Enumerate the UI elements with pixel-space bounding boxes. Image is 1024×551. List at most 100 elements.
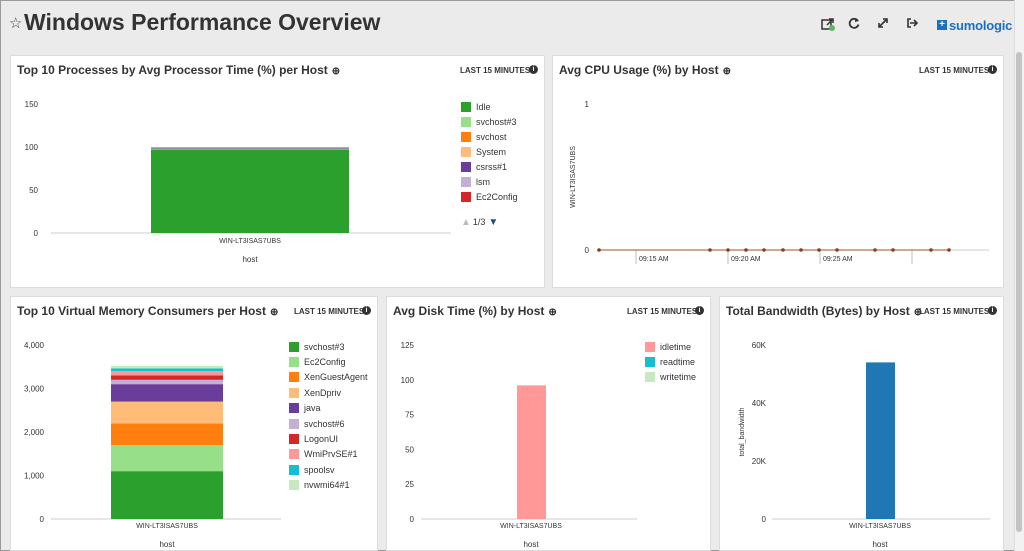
time-range[interactable]: LAST 15 MINUTES: [627, 307, 698, 316]
y-tick-label: 3,000: [24, 385, 45, 394]
legend-item[interactable]: svchost#3: [461, 114, 518, 129]
fullscreen-icon[interactable]: [875, 17, 891, 33]
x-axis-label: host: [872, 540, 888, 549]
legend-item[interactable]: VSSVC: [461, 204, 518, 207]
legend-item[interactable]: idletime: [645, 339, 696, 354]
legend-item[interactable]: nvwmi64#1: [289, 478, 368, 493]
legend-swatch: [461, 116, 471, 127]
y-tick-label: 100: [25, 143, 39, 152]
share-icon[interactable]: [820, 17, 836, 33]
y-tick-label: 50: [29, 186, 38, 195]
legend-item[interactable]: csrss#1: [461, 159, 518, 174]
data-point: [597, 248, 601, 252]
y-axis-label: total_bandwidth: [739, 407, 746, 456]
x-tick-label: WIN-LT3ISAS7UBS: [136, 523, 198, 530]
legend-item[interactable]: svchost#3: [289, 339, 368, 354]
info-icon[interactable]: i: [695, 306, 704, 315]
pager-prev-icon[interactable]: ▲: [461, 216, 471, 228]
zoom-icon[interactable]: ⊕: [722, 66, 731, 77]
info-icon[interactable]: i: [988, 306, 997, 315]
legend-label: java: [304, 403, 321, 414]
legend-item[interactable]: lsm: [461, 174, 518, 189]
legend-swatch: [289, 357, 299, 368]
data-point: [762, 248, 766, 252]
sumologic-logo[interactable]: + sumologic: [937, 17, 1012, 33]
panel-title: Avg Disk Time (%) by Host ⊕: [393, 304, 557, 318]
time-range[interactable]: LAST 15 MINUTES: [460, 66, 531, 75]
y-tick-label: 1: [585, 100, 590, 109]
virtual-memory-panel: Top 10 Virtual Memory Consumers per Host…: [10, 296, 378, 551]
y-tick-label: 0: [34, 229, 39, 238]
zoom-icon[interactable]: ⊕: [269, 307, 279, 318]
legend-item[interactable]: writetime: [645, 369, 696, 384]
legend-item[interactable]: XenDpriv: [289, 385, 368, 400]
legend-label: Idle: [476, 101, 491, 112]
legend-label: Ec2Config: [304, 357, 346, 368]
legend-item[interactable]: spoolsv: [289, 462, 368, 477]
legend-swatch: [289, 434, 299, 445]
legend-item[interactable]: readtime: [645, 354, 696, 369]
legend-item[interactable]: WmiPrvSE#1: [289, 447, 368, 462]
data-point: [744, 248, 748, 252]
bar-segment: [151, 147, 349, 149]
legend-swatch: [289, 387, 299, 398]
bar-segment: [151, 147, 349, 148]
legend-item[interactable]: System: [461, 144, 518, 159]
bar-segment: [151, 149, 349, 150]
x-axis-label: host: [523, 540, 539, 549]
legend-swatch: [289, 418, 299, 429]
time-range[interactable]: LAST 15 MINUTES: [294, 307, 365, 316]
legend-swatch: [461, 131, 471, 142]
legend-swatch: [645, 356, 655, 367]
legend-swatch: [461, 206, 471, 207]
legend-item[interactable]: java: [289, 401, 368, 416]
refresh-icon[interactable]: [846, 17, 862, 33]
legend-label: VSSVC: [476, 207, 507, 208]
panel-title-text: Top 10 Virtual Memory Consumers per Host: [17, 304, 266, 318]
panel-title-text: Avg Disk Time (%) by Host: [393, 304, 545, 318]
cpu-chart: 0 1 WIN-LT3ISAS7UBS 09:15 AM 09:20 AM 09:25 A…: [570, 100, 989, 264]
panel-title: Total Bandwidth (Bytes) by Host ⊕: [726, 304, 922, 318]
legend-label: svchost: [476, 131, 507, 142]
legend-item[interactable]: XenGuestAgent: [289, 370, 368, 385]
zoom-icon[interactable]: ⊕: [331, 66, 341, 77]
y-tick-label: 20K: [752, 457, 767, 466]
panel-title-text: Total Bandwidth (Bytes) by Host: [726, 304, 910, 318]
legend-item[interactable]: LogonUI: [289, 431, 368, 446]
star-icon[interactable]: ☆: [9, 15, 23, 32]
bar-segment: [111, 365, 223, 369]
info-icon[interactable]: i: [362, 306, 371, 315]
y-tick-label: 0: [762, 515, 767, 524]
pager-next-icon[interactable]: ▼: [488, 216, 499, 228]
legend-swatch: [289, 341, 299, 352]
legend-item[interactable]: Idle: [461, 99, 518, 114]
x-axis-label: host: [159, 540, 175, 549]
exit-icon[interactable]: [904, 17, 920, 33]
y-tick-label: 100: [401, 376, 415, 385]
legend-item[interactable]: svchost: [461, 129, 518, 144]
legend-swatch: [461, 146, 471, 157]
info-icon[interactable]: i: [529, 65, 538, 74]
legend-swatch: [289, 372, 299, 383]
zoom-icon[interactable]: ⊕: [548, 307, 557, 318]
bar-segment: [111, 375, 223, 380]
legend-swatch: [645, 371, 655, 382]
bar: [866, 362, 895, 519]
zoom-icon[interactable]: ⊕: [913, 307, 923, 318]
legend-swatch: [289, 403, 299, 414]
y-tick-label: 0: [40, 515, 45, 524]
y-tick-label: 25: [405, 480, 414, 489]
legend-item[interactable]: Ec2Config: [289, 354, 368, 369]
panel-title: Top 10 Processes by Avg Processor Time (…: [17, 63, 340, 77]
disk-legend: idletime readtime writetime: [645, 339, 696, 384]
legend-item[interactable]: Ec2Config: [461, 189, 518, 204]
scrollbar-thumb[interactable]: [1016, 52, 1022, 532]
bar-segment: [111, 471, 223, 519]
legend-swatch: [645, 341, 655, 352]
time-range[interactable]: LAST 15 MINUTES: [919, 66, 990, 75]
legend-item[interactable]: svchost#6: [289, 416, 368, 431]
y-tick-label: 50: [405, 445, 414, 454]
data-point: [947, 248, 951, 252]
info-icon[interactable]: i: [988, 65, 997, 74]
time-range[interactable]: LAST 15 MINUTES: [919, 307, 990, 316]
